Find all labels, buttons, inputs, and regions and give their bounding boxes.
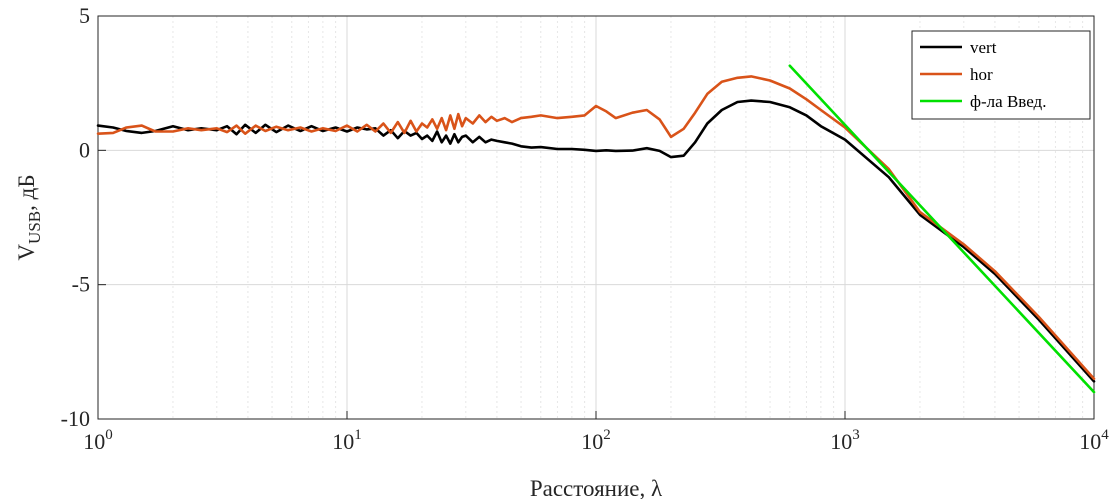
y-axis-label-main: V [14,244,39,261]
x-tick-label: 101 [332,427,362,454]
series-line-1 [96,75,1096,381]
x-tick-exponent: 3 [852,427,860,443]
series-layer [96,64,1096,394]
x-tick-label: 100 [83,427,113,454]
y-tick-label: 5 [79,3,90,28]
legend-label: ф-ла Введ. [970,92,1046,111]
x-tick-exponent: 4 [1101,427,1109,443]
x-tick-base: 10 [332,429,354,454]
x-tick-base: 10 [83,429,105,454]
series-line-2 [788,64,1096,394]
x-tick-label: 102 [581,427,611,454]
legend-items: vert hor ф-ла Введ. [920,38,1046,111]
y-tick-label: -10 [61,406,90,431]
x-tick-base: 10 [830,429,852,454]
y-axis-label-tail: , дБ [14,174,39,210]
x-tick-exponent: 1 [354,427,362,443]
x-tick-exponent: 0 [105,427,113,443]
y-axis-label: VUSB, дБ [14,174,44,260]
legend-label: hor [970,65,993,84]
y-tick-label: -5 [72,272,90,297]
x-tick-exponent: 2 [603,427,611,443]
x-tick-label: 104 [1079,427,1109,454]
x-tick-base: 10 [581,429,603,454]
series-line-0 [96,99,1096,383]
y-axis-label-sub: USB [25,211,44,244]
legend: vert hor ф-ла Введ. [911,30,1091,120]
legend-label: vert [970,38,997,57]
y-tick-label: 0 [79,137,90,162]
x-tick-base: 10 [1079,429,1101,454]
x-axis-label: Расстояние, λ [530,476,663,499]
x-tick-label: 103 [830,427,860,454]
